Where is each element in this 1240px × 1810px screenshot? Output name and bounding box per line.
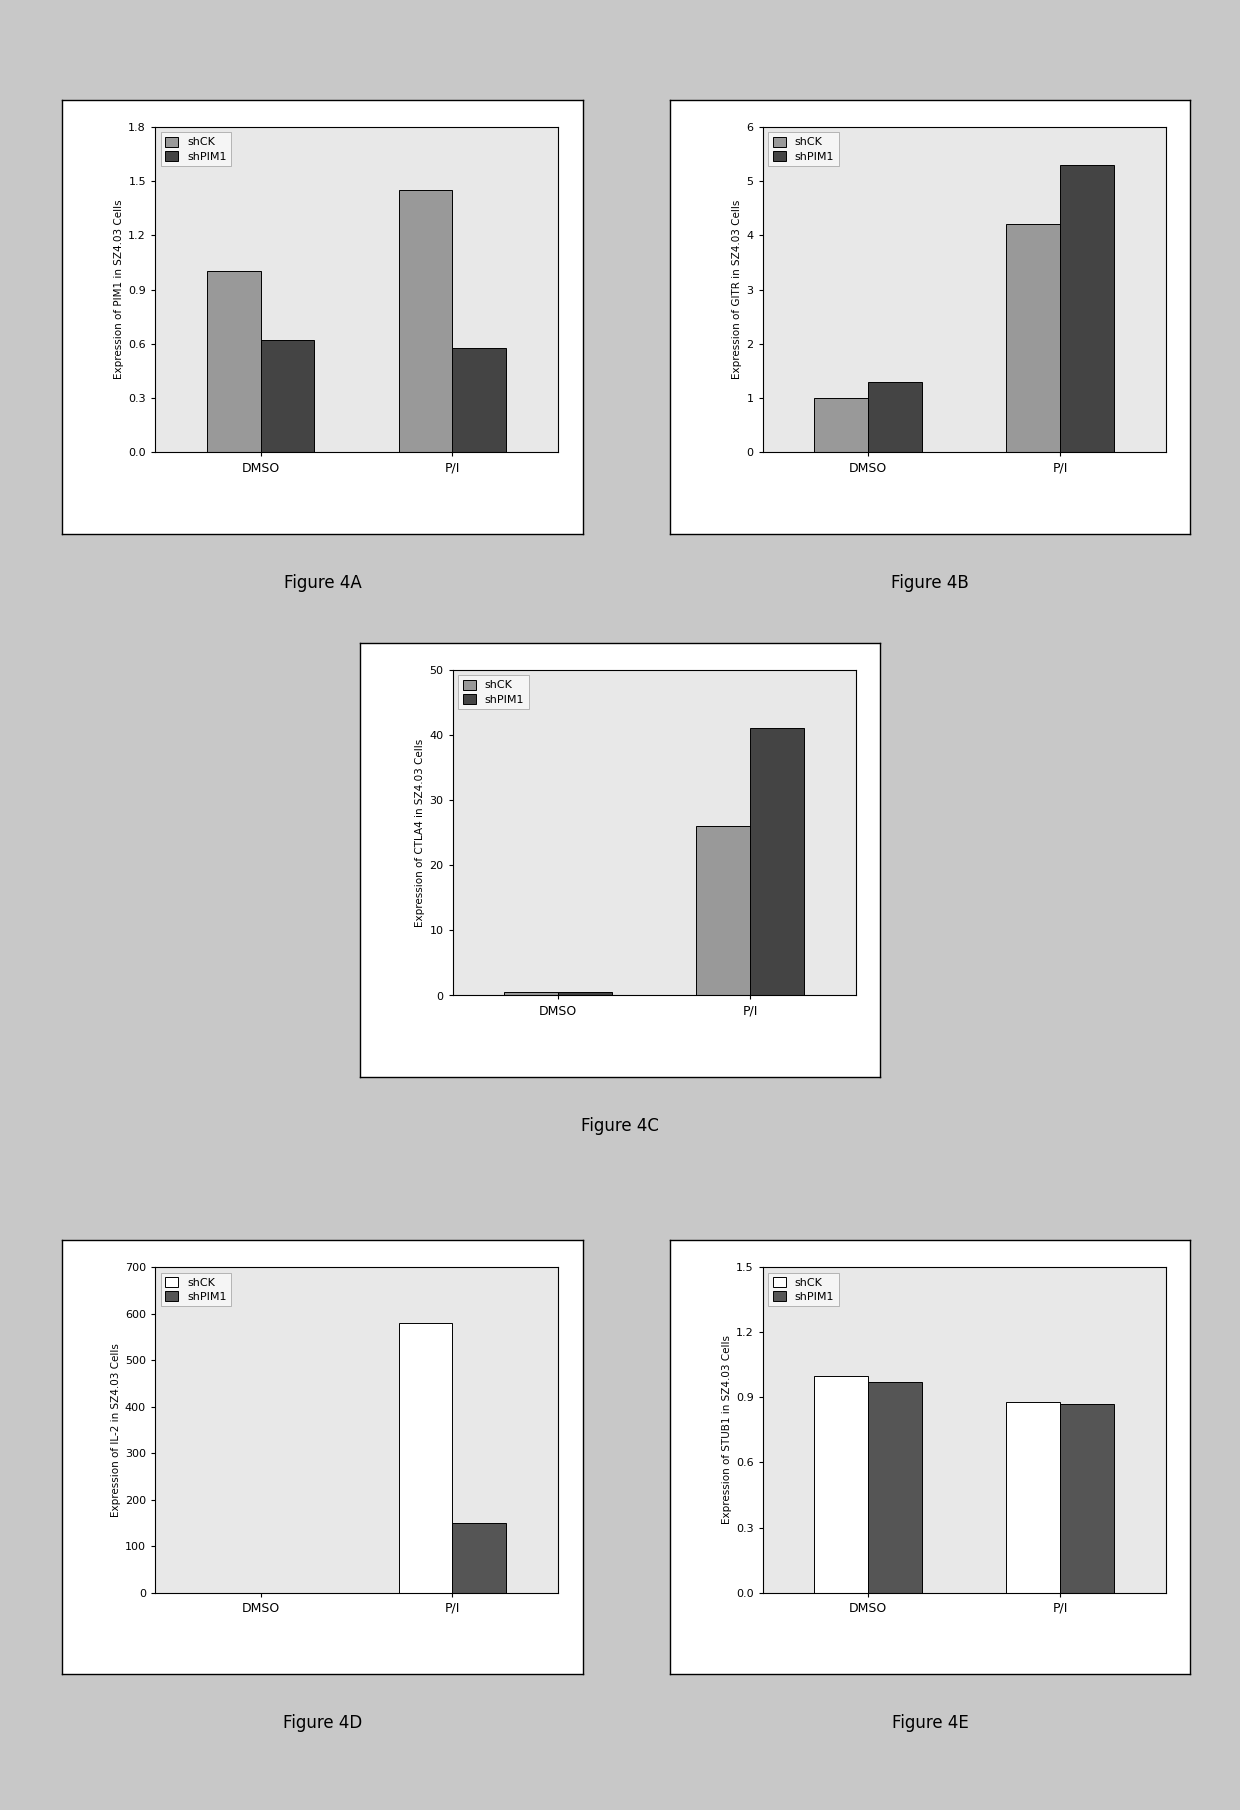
Y-axis label: Expression of GITR in SZ4.03 Cells: Expression of GITR in SZ4.03 Cells [733, 199, 743, 380]
Bar [260, 340, 314, 452]
Text: Figure 4C: Figure 4C [582, 1117, 658, 1135]
Legend: shCK, shPIM1: shCK, shPIM1 [160, 1272, 231, 1307]
Text: Figure 4A: Figure 4A [284, 574, 361, 592]
Bar [207, 272, 260, 452]
Bar [1007, 224, 1060, 452]
Y-axis label: Expression of IL-2 in SZ4.03 Cells: Expression of IL-2 in SZ4.03 Cells [110, 1343, 120, 1517]
Legend: shCK, shPIM1: shCK, shPIM1 [768, 1272, 838, 1307]
Bar [815, 1376, 868, 1593]
Bar [868, 1383, 921, 1593]
Bar [453, 1522, 506, 1593]
Bar [1060, 165, 1114, 452]
Bar [868, 382, 921, 452]
Bar [1007, 1401, 1060, 1593]
Text: Figure 4E: Figure 4E [892, 1714, 968, 1732]
Bar [399, 190, 453, 452]
Y-axis label: Expression of STUB1 in SZ4.03 Cells: Expression of STUB1 in SZ4.03 Cells [722, 1336, 732, 1524]
Y-axis label: Expression of PIM1 in SZ4.03 Cells: Expression of PIM1 in SZ4.03 Cells [114, 199, 124, 380]
Legend: shCK, shPIM1: shCK, shPIM1 [768, 132, 838, 167]
Legend: shCK, shPIM1: shCK, shPIM1 [458, 675, 528, 710]
Bar [558, 992, 611, 996]
Bar [697, 825, 750, 996]
Text: Figure 4B: Figure 4B [892, 574, 968, 592]
Bar [750, 728, 804, 996]
Text: Figure 4D: Figure 4D [283, 1714, 362, 1732]
Y-axis label: Expression of CTLA4 in SZ4.03 Cells: Expression of CTLA4 in SZ4.03 Cells [415, 738, 425, 927]
Bar [505, 992, 558, 996]
Legend: shCK, shPIM1: shCK, shPIM1 [160, 132, 231, 167]
Bar [1060, 1405, 1114, 1593]
Bar [453, 348, 506, 452]
Bar [399, 1323, 453, 1593]
Bar [815, 398, 868, 452]
